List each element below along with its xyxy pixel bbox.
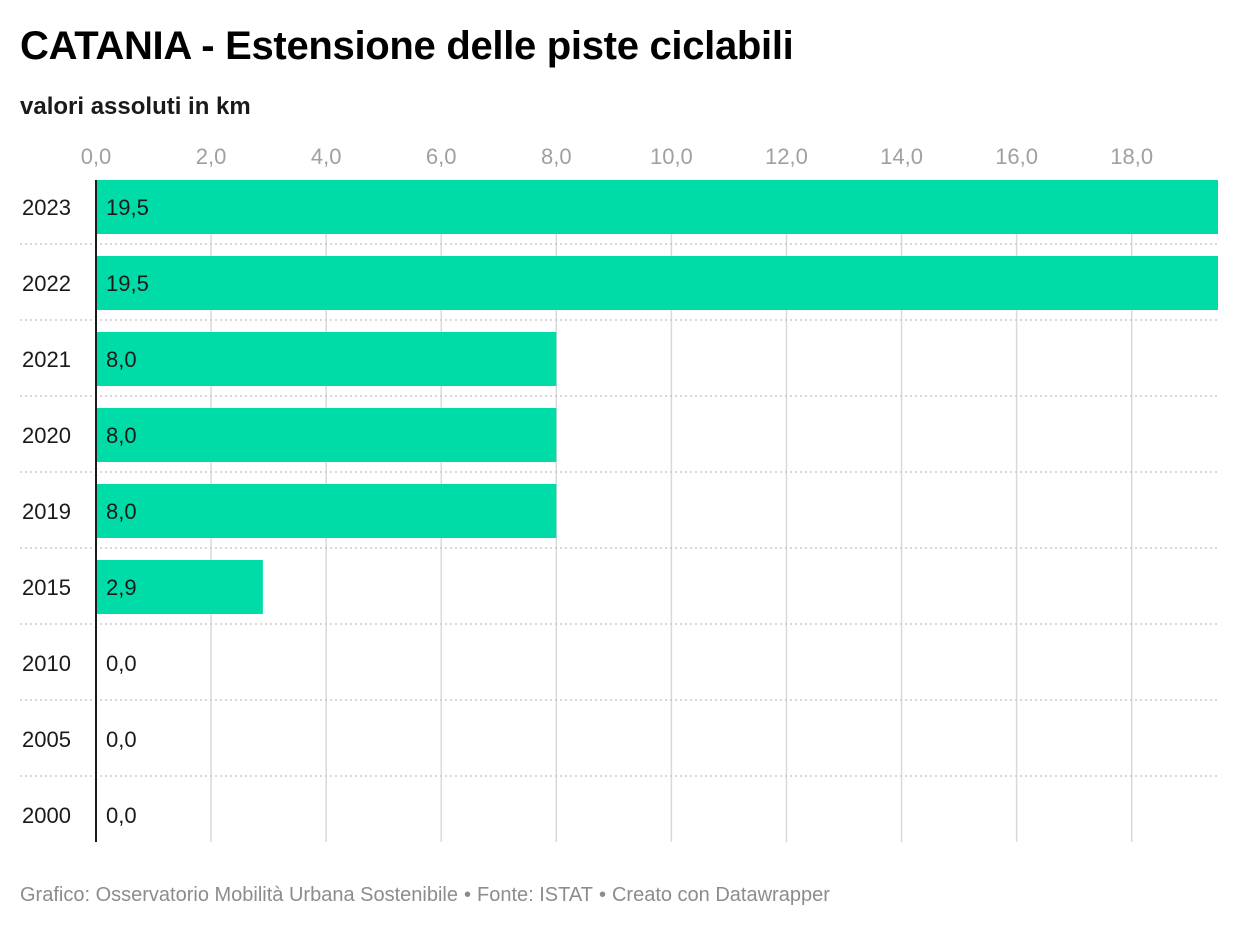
category-label: 2020: [22, 423, 71, 448]
value-label: 0,0: [106, 651, 137, 676]
category-label: 2000: [22, 803, 71, 828]
chart-subtitle: valori assoluti in km: [20, 93, 251, 120]
category-label: 2022: [22, 271, 71, 296]
x-tick-label: 10,0: [650, 144, 693, 169]
value-label: 2,9: [106, 575, 137, 600]
value-label: 19,5: [106, 271, 149, 296]
category-label: 2023: [22, 195, 71, 220]
chart-footer: Grafico: Osservatorio Mobilità Urbana So…: [20, 882, 830, 908]
footer-credit: Grafico: Osservatorio Mobilità Urbana So…: [20, 884, 458, 906]
category-label: 2019: [22, 499, 71, 524]
footer-tool: Creato con Datawrapper: [611, 884, 830, 906]
bars: [96, 180, 1218, 614]
footer-source: Fonte: ISTAT: [476, 884, 593, 906]
x-tick-label: 16,0: [995, 144, 1038, 169]
value-label: 8,0: [106, 423, 137, 448]
x-tick-label: 18,0: [1110, 144, 1153, 169]
bar-2021: [96, 332, 557, 386]
x-tick-label: 8,0: [541, 144, 572, 169]
footer-separator: •: [463, 884, 471, 906]
value-label: 8,0: [106, 499, 137, 524]
category-label: 2021: [22, 347, 71, 372]
bar-2022: [96, 256, 1218, 310]
x-tick-label: 2,0: [196, 144, 227, 169]
x-tick-label: 6,0: [426, 144, 457, 169]
bar-2019: [96, 484, 557, 538]
footer-separator: •: [598, 884, 606, 906]
category-label: 2005: [22, 727, 71, 752]
x-tick-label: 14,0: [880, 144, 923, 169]
x-tick-label: 0,0: [81, 144, 112, 169]
value-label: 19,5: [106, 195, 149, 220]
value-label: 0,0: [106, 803, 137, 828]
x-tick-label: 4,0: [311, 144, 342, 169]
value-label: 0,0: [106, 727, 137, 752]
bar-2023: [96, 180, 1218, 234]
value-labels: 19,5 19,5 8,0 8,0 8,0 2,9 0,0 0,0 0,0: [106, 195, 149, 828]
value-label: 8,0: [106, 347, 137, 372]
chart-title: CATANIA - Estensione delle piste ciclabi…: [20, 24, 794, 68]
bar-2020: [96, 408, 557, 462]
x-axis-ticks: 0,0 2,0 4,0 6,0 8,0 10,0 12,0 14,0 16,0 18,0: [81, 144, 1153, 169]
category-label: 2010: [22, 651, 71, 676]
x-tick-label: 12,0: [765, 144, 808, 169]
category-label: 2015: [22, 575, 71, 600]
bar-2015: [96, 560, 263, 614]
category-labels: 2023 2022 2021 2020 2019 2015 2010 2005 2000: [22, 195, 71, 828]
